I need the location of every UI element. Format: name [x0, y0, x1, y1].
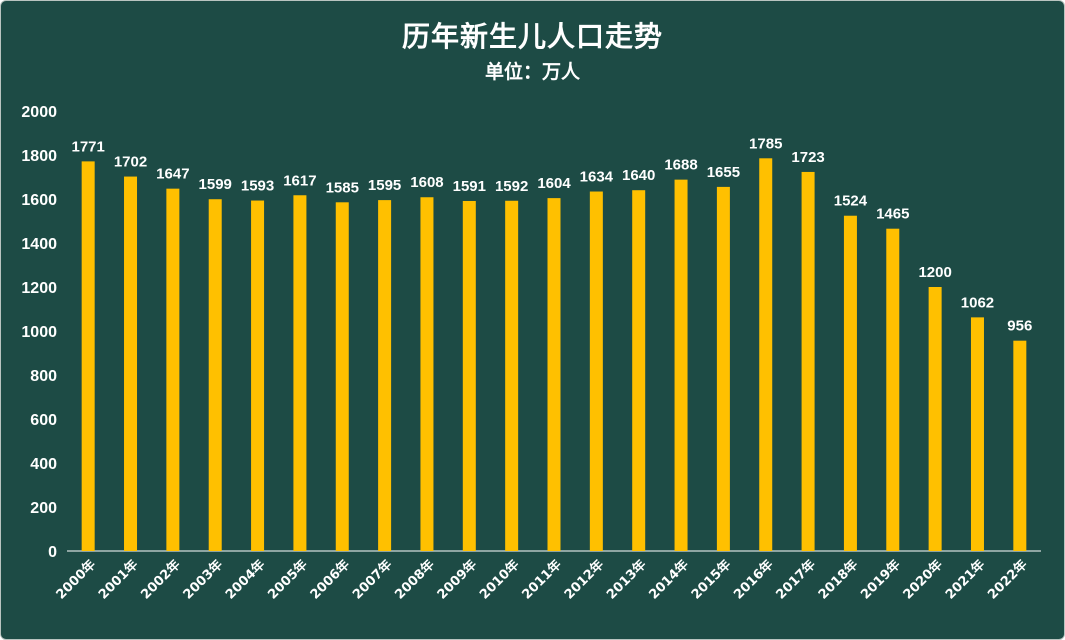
y-tick-label: 0 — [48, 544, 57, 561]
bar — [886, 228, 900, 551]
data-label: 1608 — [410, 174, 443, 191]
chart-subtitle: 单位：万人 — [484, 61, 580, 83]
x-tick-label: 2001年 — [95, 557, 141, 603]
bar — [843, 215, 857, 551]
bar — [716, 186, 730, 551]
data-label: 1688 — [664, 157, 697, 174]
data-label: 1785 — [749, 135, 782, 152]
y-tick-label: 200 — [30, 500, 57, 517]
data-label: 1524 — [834, 193, 868, 210]
data-label: 1647 — [156, 166, 189, 183]
x-tick-label: 2005年 — [265, 557, 311, 603]
bar — [81, 161, 95, 551]
x-tick-label: 2006年 — [307, 557, 353, 603]
data-label: 1655 — [707, 164, 740, 181]
bar — [251, 200, 265, 552]
x-tick-label: 2021年 — [942, 557, 988, 603]
x-tick-label: 2007年 — [349, 557, 395, 603]
y-tick-label: 1200 — [21, 280, 57, 297]
data-label: 1592 — [495, 178, 528, 195]
data-label: 1634 — [580, 169, 614, 186]
bar — [801, 171, 815, 551]
data-label: 1585 — [326, 179, 359, 196]
x-tick-label: 2003年 — [180, 557, 226, 603]
bar — [589, 191, 603, 551]
y-tick-label: 1600 — [21, 192, 57, 209]
data-label: 1702 — [114, 154, 147, 171]
bar — [378, 200, 392, 551]
y-tick-label: 2000 — [21, 104, 57, 121]
x-tick-label: 2009年 — [434, 557, 480, 603]
bar — [293, 195, 307, 551]
data-label: 1062 — [961, 294, 994, 311]
x-tick-label: 2008年 — [392, 557, 438, 603]
bar — [505, 200, 519, 551]
bar — [1013, 340, 1027, 551]
data-label: 1595 — [368, 177, 401, 194]
y-tick-label: 1400 — [21, 236, 57, 253]
bar — [124, 176, 138, 551]
bar — [166, 188, 180, 551]
y-tick-label: 800 — [30, 368, 57, 385]
chart-title: 历年新生儿人口走势 — [401, 20, 663, 53]
data-label: 1593 — [241, 178, 274, 195]
data-label: 1604 — [537, 175, 571, 192]
data-label: 1591 — [453, 178, 486, 195]
bar — [674, 179, 688, 551]
x-tick-label: 2002年 — [138, 557, 184, 603]
x-tick-label: 2000年 — [53, 557, 99, 603]
data-label: 1771 — [71, 138, 104, 155]
data-label: 1200 — [918, 264, 951, 281]
bar — [420, 197, 434, 552]
y-tick-label: 400 — [30, 456, 57, 473]
bar — [759, 158, 773, 552]
x-tick-label: 2022年 — [985, 557, 1031, 603]
data-label: 1617 — [283, 172, 316, 189]
data-label: 1723 — [791, 149, 824, 166]
x-tick-label: 2018年 — [815, 557, 861, 603]
x-tick-label: 2016年 — [730, 557, 776, 603]
y-tick-label: 1800 — [21, 148, 57, 165]
x-tick-label: 2013年 — [603, 557, 649, 603]
bar — [547, 198, 561, 551]
x-tick-label: 2010年 — [476, 557, 522, 603]
data-label: 1599 — [199, 176, 232, 193]
bar — [208, 199, 222, 551]
data-label: 956 — [1007, 318, 1032, 335]
bar — [462, 200, 476, 552]
data-label: 1465 — [876, 206, 909, 223]
x-tick-label: 2020年 — [900, 557, 946, 603]
bar — [632, 190, 646, 551]
x-tick-label: 2012年 — [561, 557, 607, 603]
bar — [970, 317, 984, 551]
y-tick-label: 600 — [30, 412, 57, 429]
x-tick-label: 2015年 — [688, 557, 734, 603]
bar — [335, 202, 349, 552]
x-tick-label: 2014年 — [646, 557, 692, 603]
bar — [928, 287, 942, 551]
x-tick-label: 2011年 — [519, 557, 565, 603]
y-tick-label: 1000 — [21, 324, 57, 341]
x-tick-label: 2004年 — [222, 557, 268, 603]
x-tick-label: 2017年 — [773, 557, 819, 603]
data-label: 1640 — [622, 167, 655, 184]
x-tick-label: 2019年 — [858, 557, 904, 603]
